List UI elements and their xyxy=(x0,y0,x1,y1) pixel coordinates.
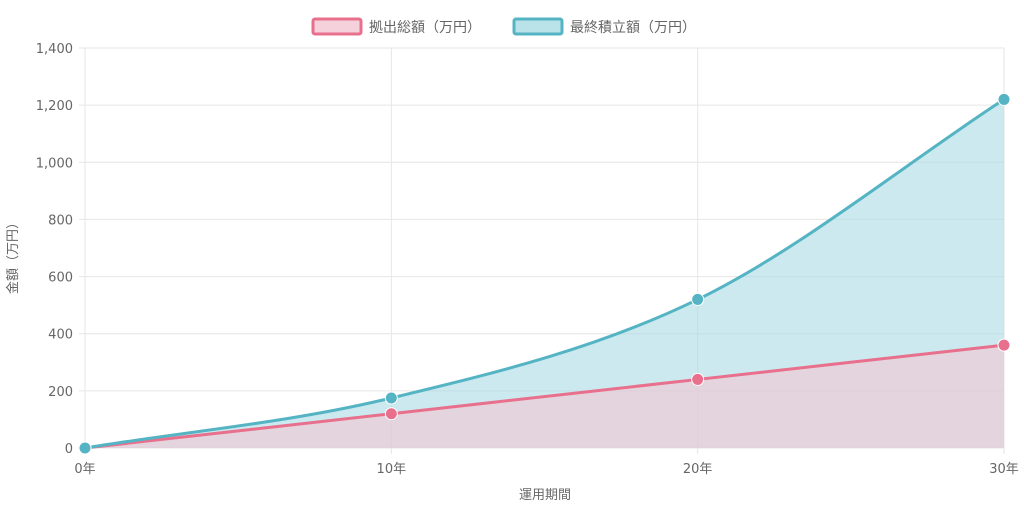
y-tick-label: 600 xyxy=(48,271,73,286)
data-point[interactable] xyxy=(384,407,398,421)
x-tick-label: 30年 xyxy=(989,462,1019,477)
series-lines xyxy=(84,98,1005,450)
y-axis-title: 金額（万円） xyxy=(5,216,21,294)
y-tick-label: 0 xyxy=(65,442,73,457)
y-tick-label: 800 xyxy=(48,213,73,228)
y-tick-label: 1,000 xyxy=(36,156,73,171)
series-area-1 xyxy=(85,99,1004,448)
data-point[interactable] xyxy=(384,391,398,405)
y-tick-label: 1,400 xyxy=(36,42,73,57)
x-tick-label: 20年 xyxy=(683,462,713,477)
data-point[interactable] xyxy=(997,92,1011,106)
series-line-1 xyxy=(84,98,1005,450)
legend-label[interactable]: 最終積立額（万円） xyxy=(570,20,696,36)
legend-swatch[interactable] xyxy=(512,17,564,36)
y-tick-label: 1,200 xyxy=(36,99,73,114)
legend: 拠出総額（万円） 最終積立額（万円） xyxy=(311,17,696,36)
data-point[interactable] xyxy=(997,338,1011,352)
legend-label[interactable]: 拠出総額（万円） xyxy=(369,20,481,36)
x-tick-label: 10年 xyxy=(377,462,407,477)
x-tick-label: 0年 xyxy=(74,462,95,477)
y-axis-ticks: 0 200 400 600 800 1,000 1,200 1,400 xyxy=(36,42,73,457)
legend-swatch[interactable] xyxy=(311,17,363,36)
data-point[interactable] xyxy=(78,441,92,455)
x-axis-title: 運用期間 xyxy=(519,488,571,503)
data-point[interactable] xyxy=(691,372,705,386)
y-tick-label: 400 xyxy=(48,328,73,343)
series-points xyxy=(78,92,1011,455)
series-line-0 xyxy=(84,343,1005,450)
y-tick-label: 200 xyxy=(48,385,73,400)
data-point[interactable] xyxy=(691,292,705,306)
x-axis-ticks: 0年 10年 20年 30年 xyxy=(74,462,1018,477)
